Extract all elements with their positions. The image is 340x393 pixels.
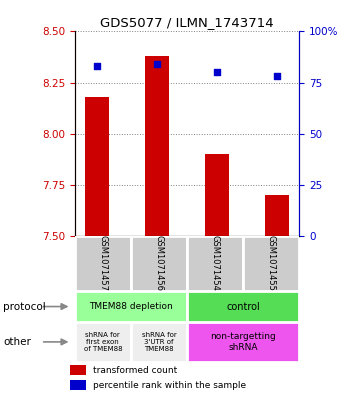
- Text: control: control: [226, 301, 260, 312]
- FancyBboxPatch shape: [75, 322, 131, 362]
- Point: [154, 61, 160, 67]
- FancyBboxPatch shape: [75, 236, 131, 291]
- Text: percentile rank within the sample: percentile rank within the sample: [94, 381, 246, 389]
- Point: [274, 73, 280, 79]
- Text: protocol: protocol: [3, 301, 46, 312]
- Bar: [145, 56, 169, 236]
- Bar: [205, 154, 229, 236]
- Text: other: other: [3, 337, 31, 347]
- Text: TMEM88 depletion: TMEM88 depletion: [89, 302, 173, 311]
- Point: [94, 63, 100, 69]
- Text: GSM1071456: GSM1071456: [154, 235, 164, 291]
- Text: shRNA for
first exon
of TMEM88: shRNA for first exon of TMEM88: [84, 332, 122, 352]
- FancyBboxPatch shape: [187, 322, 299, 362]
- Bar: [70, 380, 86, 390]
- Text: GSM1071455: GSM1071455: [267, 235, 276, 291]
- Bar: [70, 365, 86, 375]
- Title: GDS5077 / ILMN_1743714: GDS5077 / ILMN_1743714: [100, 16, 274, 29]
- FancyBboxPatch shape: [131, 322, 187, 362]
- Bar: [85, 97, 109, 236]
- Text: shRNA for
3'UTR of
TMEM88: shRNA for 3'UTR of TMEM88: [141, 332, 176, 352]
- FancyBboxPatch shape: [243, 236, 299, 291]
- Bar: [265, 195, 289, 236]
- Text: GSM1071454: GSM1071454: [210, 235, 220, 291]
- FancyBboxPatch shape: [75, 291, 187, 322]
- FancyBboxPatch shape: [131, 236, 187, 291]
- Text: GSM1071457: GSM1071457: [98, 235, 107, 291]
- Text: non-targetting
shRNA: non-targetting shRNA: [210, 332, 276, 352]
- Point: [214, 69, 220, 75]
- FancyBboxPatch shape: [187, 236, 243, 291]
- Text: transformed count: transformed count: [94, 365, 178, 375]
- FancyBboxPatch shape: [187, 291, 299, 322]
